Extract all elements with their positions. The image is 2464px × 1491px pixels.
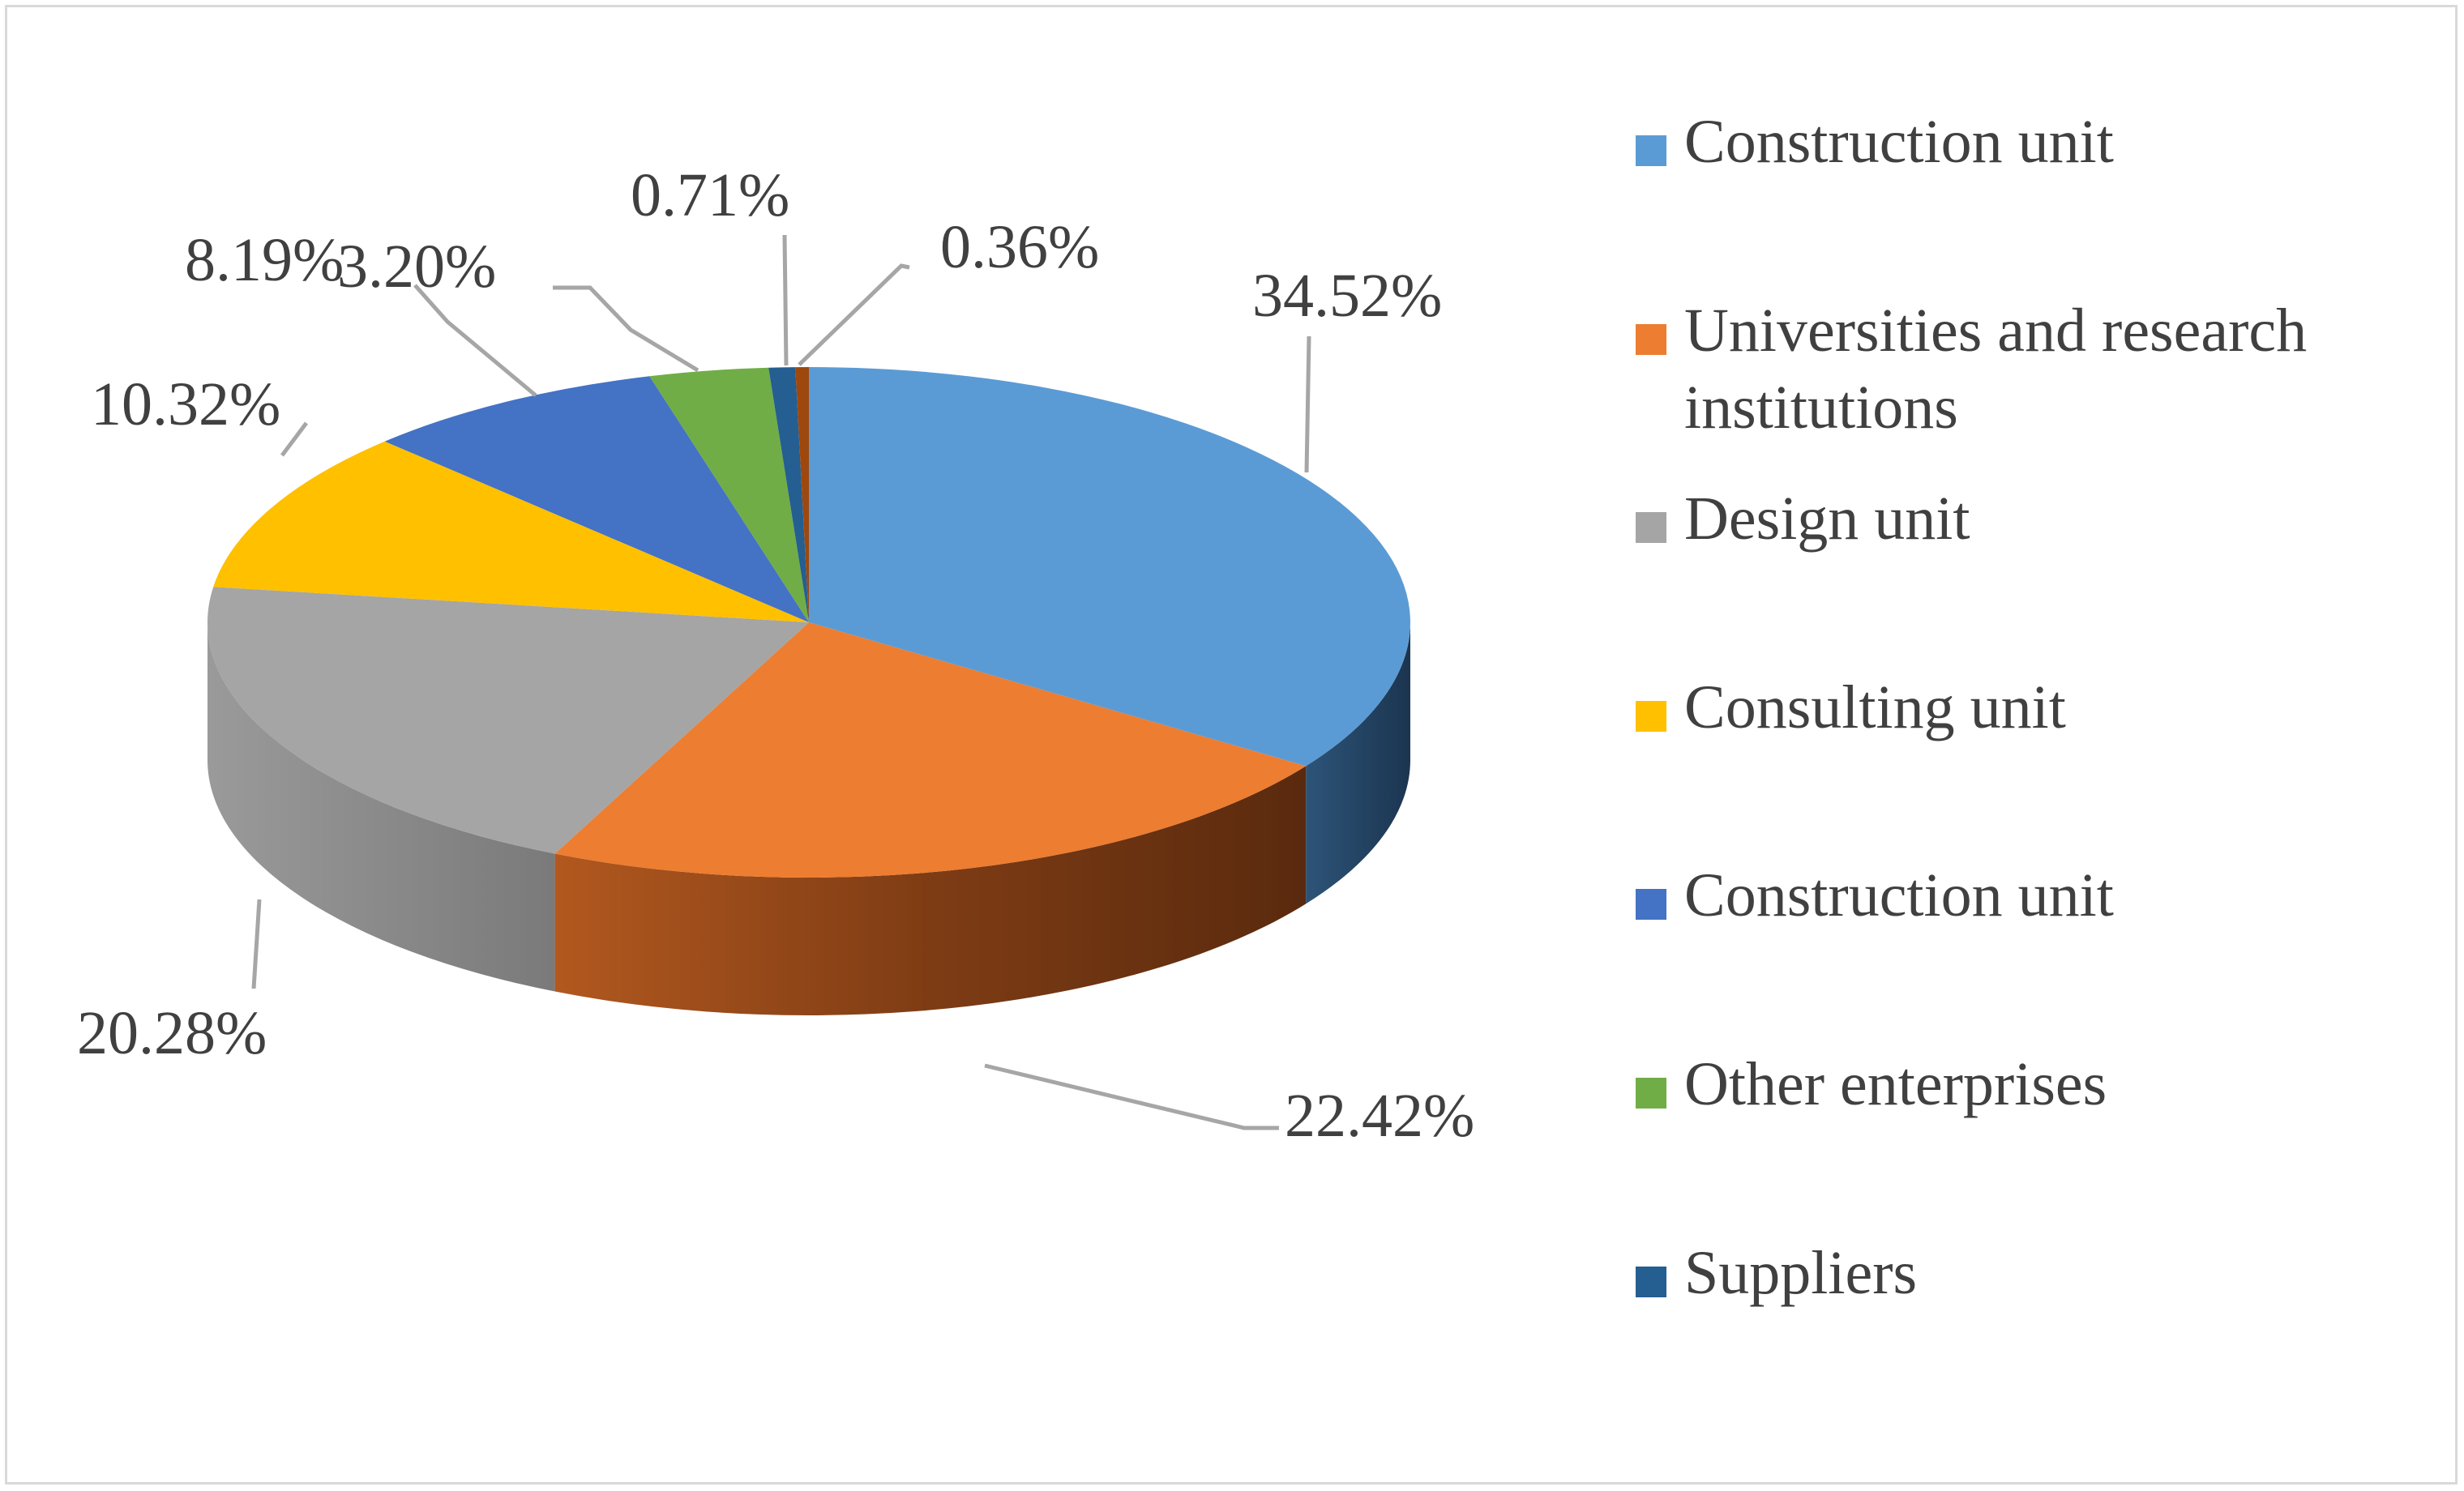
leader-line-3 (280, 421, 308, 457)
pie-tops (207, 367, 1410, 878)
pie-slice-6 (768, 367, 809, 622)
legend-swatch-6 (1636, 1267, 1666, 1297)
pie-side-1 (554, 766, 1307, 1015)
legend: Construction unit Universities and resear… (1636, 108, 2307, 1307)
data-label-1: 22.42% (1285, 1082, 1474, 1150)
legend-label-5: Other enterprises (1684, 1050, 2107, 1118)
legend-label-4: Construction unit (1684, 861, 2114, 929)
legend-swatch-4 (1636, 889, 1666, 920)
leader-line-5 (553, 285, 699, 373)
pie-slice-1 (554, 622, 1307, 878)
legend-swatch-3 (1636, 701, 1666, 732)
pie-sides (207, 622, 1410, 1015)
data-label-5: 3.20% (337, 233, 496, 301)
pie-side-2 (207, 622, 555, 992)
legend-swatch-1 (1636, 324, 1666, 355)
pie-slice-5 (649, 367, 809, 622)
pie-side-0 (1306, 622, 1410, 904)
pie-slice-3 (213, 441, 810, 622)
data-label-3: 10.32% (91, 370, 280, 438)
data-label-7: 0.36% (940, 213, 1099, 281)
leader-line-1 (984, 1063, 1279, 1130)
leader-lines (251, 234, 1311, 1130)
pie-slice-0 (809, 367, 1410, 767)
data-label-0: 34.52% (1252, 262, 1442, 330)
legend-label-1: Universities and research institutions (1684, 297, 2307, 442)
legend-label-0: Construction unit (1684, 108, 2114, 176)
leader-line-0 (1304, 335, 1311, 473)
legend-swatch-5 (1636, 1078, 1666, 1109)
data-label-6: 0.71% (631, 161, 789, 229)
pie-slice-4 (384, 376, 809, 622)
legend-label-3: Consulting unit (1684, 673, 2066, 741)
pie-slice-2 (207, 587, 810, 854)
legend-label-2: Design unit (1684, 485, 1970, 553)
pie-slice-7 (795, 367, 809, 622)
data-labels: 34.52% 22.42% 20.28% 10.32% 8.19%3.20% 0.71% 0… (77, 161, 1474, 1150)
data-label-2: 20.28% (77, 999, 267, 1067)
leader-line-4 (413, 284, 537, 397)
data-label-4: 8.19% (185, 226, 344, 294)
legend-label-6: Suppliers (1684, 1239, 1917, 1307)
leader-line-6 (782, 234, 789, 366)
leader-line-2 (251, 899, 262, 989)
leader-line-7 (798, 263, 910, 366)
legend-swatch-2 (1636, 512, 1666, 543)
legend-swatch-0 (1636, 135, 1666, 166)
